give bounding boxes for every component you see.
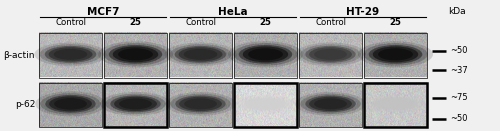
Bar — [299, 33, 362, 78]
Ellipse shape — [372, 46, 418, 62]
Ellipse shape — [250, 100, 281, 108]
Ellipse shape — [300, 94, 360, 114]
Ellipse shape — [372, 97, 419, 111]
Ellipse shape — [178, 47, 222, 62]
Ellipse shape — [376, 98, 416, 110]
Ellipse shape — [34, 43, 106, 66]
Ellipse shape — [98, 41, 173, 67]
Ellipse shape — [309, 97, 352, 111]
Ellipse shape — [164, 43, 236, 66]
Text: ~50: ~50 — [450, 46, 468, 55]
Bar — [104, 33, 167, 78]
Text: p-62: p-62 — [14, 100, 35, 109]
Text: Control: Control — [315, 18, 346, 27]
Text: Control: Control — [55, 18, 86, 27]
Bar — [364, 83, 427, 127]
Text: HT-29: HT-29 — [346, 7, 380, 17]
Ellipse shape — [368, 45, 422, 64]
Ellipse shape — [364, 43, 428, 66]
Ellipse shape — [118, 48, 153, 60]
Ellipse shape — [54, 98, 87, 110]
Ellipse shape — [112, 46, 158, 62]
Ellipse shape — [40, 93, 100, 114]
Bar — [39, 33, 102, 78]
Bar — [234, 33, 297, 78]
Bar — [234, 83, 297, 127]
Ellipse shape — [170, 44, 232, 64]
Ellipse shape — [114, 97, 157, 111]
Ellipse shape — [300, 44, 360, 64]
Text: ~50: ~50 — [450, 114, 468, 123]
Ellipse shape — [40, 44, 102, 64]
Text: 25: 25 — [130, 18, 141, 27]
Ellipse shape — [367, 96, 424, 112]
Ellipse shape — [108, 45, 162, 64]
Ellipse shape — [35, 91, 106, 116]
Ellipse shape — [306, 46, 356, 63]
Ellipse shape — [106, 94, 166, 114]
Ellipse shape — [49, 96, 92, 111]
Text: β-actin: β-actin — [4, 51, 35, 60]
Ellipse shape — [314, 98, 347, 109]
Ellipse shape — [176, 95, 226, 112]
Ellipse shape — [295, 43, 366, 66]
Ellipse shape — [248, 48, 283, 60]
Bar — [364, 33, 427, 78]
Ellipse shape — [54, 49, 88, 60]
Bar — [299, 83, 362, 127]
Ellipse shape — [100, 92, 171, 116]
Ellipse shape — [362, 94, 428, 113]
Bar — [169, 33, 232, 78]
Ellipse shape — [295, 92, 366, 116]
Ellipse shape — [314, 49, 347, 60]
Ellipse shape — [309, 47, 352, 62]
Ellipse shape — [232, 94, 298, 113]
Ellipse shape — [110, 95, 160, 112]
Ellipse shape — [48, 47, 92, 62]
Ellipse shape — [246, 98, 286, 110]
Ellipse shape — [170, 94, 230, 114]
Ellipse shape — [380, 100, 411, 108]
Ellipse shape — [179, 97, 222, 111]
Ellipse shape — [184, 49, 218, 60]
Ellipse shape — [44, 46, 96, 63]
Text: MCF7: MCF7 — [87, 7, 120, 17]
Ellipse shape — [46, 95, 96, 113]
Ellipse shape — [165, 92, 236, 116]
Text: ~75: ~75 — [450, 93, 468, 102]
Bar — [39, 83, 102, 127]
Text: ~37: ~37 — [450, 66, 468, 75]
Ellipse shape — [306, 95, 356, 112]
Ellipse shape — [237, 96, 294, 112]
Ellipse shape — [242, 97, 289, 111]
Ellipse shape — [174, 46, 227, 63]
Text: Control: Control — [185, 18, 216, 27]
Ellipse shape — [119, 98, 152, 109]
Text: kDa: kDa — [448, 7, 466, 16]
Text: 25: 25 — [390, 18, 402, 27]
Bar — [104, 83, 167, 127]
Ellipse shape — [358, 41, 433, 67]
Ellipse shape — [234, 43, 298, 66]
Bar — [169, 83, 232, 127]
Ellipse shape — [242, 46, 288, 62]
Text: HeLa: HeLa — [218, 7, 248, 17]
Ellipse shape — [104, 43, 168, 66]
Ellipse shape — [228, 41, 303, 67]
Ellipse shape — [184, 98, 217, 109]
Text: 25: 25 — [260, 18, 272, 27]
Ellipse shape — [378, 48, 413, 60]
Ellipse shape — [238, 45, 292, 64]
